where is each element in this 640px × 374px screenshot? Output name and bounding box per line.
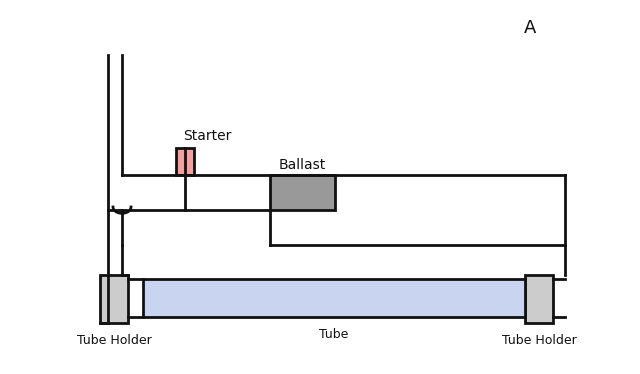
Text: Starter: Starter [183,129,232,143]
Text: Ballast: Ballast [279,158,326,172]
Bar [176,148,194,175]
Bar [270,175,335,210]
Text: Tube Holder: Tube Holder [502,334,577,347]
Text: Tube Holder: Tube Holder [77,334,152,347]
Text: A: A [524,19,536,37]
Bar [525,275,553,323]
Bar [143,279,525,317]
Bar [100,275,128,323]
Text: Tube: Tube [319,328,349,341]
